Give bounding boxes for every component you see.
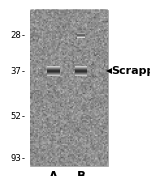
Bar [75,75,87,76]
Bar [75,72,87,73]
Bar [75,67,87,68]
Bar [75,70,87,71]
Text: 52-: 52- [10,112,26,121]
Text: B: B [76,170,85,176]
Text: 28-: 28- [10,31,26,40]
Bar [75,68,87,69]
Bar [75,73,87,74]
Bar [47,71,60,72]
Text: A: A [49,170,58,176]
Bar [47,70,60,71]
Bar [47,73,60,74]
Bar [30,10,108,166]
Text: 93-: 93- [10,154,26,163]
Bar [47,74,60,75]
Bar [75,74,87,75]
Bar [47,67,60,68]
Bar [47,75,60,76]
Text: Scrapper: Scrapper [112,66,150,76]
Bar [75,66,87,67]
Bar [47,68,60,69]
Bar [47,66,60,67]
Bar [47,69,60,70]
Bar [75,71,87,72]
Text: 37-: 37- [10,67,26,76]
Bar [47,72,60,73]
Bar [75,69,87,70]
